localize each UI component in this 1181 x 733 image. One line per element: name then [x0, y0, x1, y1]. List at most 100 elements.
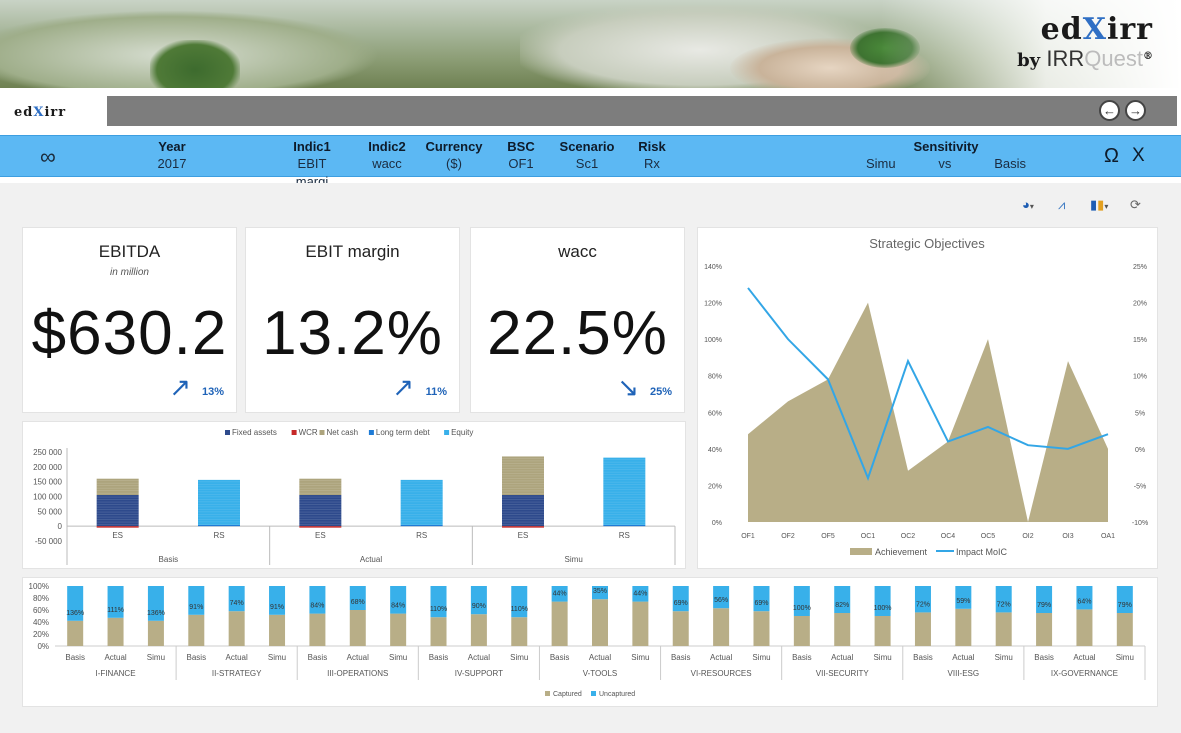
- filter-currency[interactable]: Currency ($): [422, 139, 486, 173]
- captured-bar: [511, 617, 528, 646]
- group-label: VIII-ESG: [948, 669, 980, 678]
- y-left-tick-label: 80%: [708, 374, 722, 381]
- kpi-card-ebitda: EBITDA in million $630.2 ↗ 13%: [22, 227, 237, 413]
- arrow-left-circle-icon[interactable]: ←: [1099, 100, 1120, 121]
- legend-swatch: [319, 430, 325, 435]
- bar-data-label: 136%: [66, 610, 84, 617]
- filter-scenario-value: Sc1: [575, 156, 599, 171]
- bar-data-label: 84%: [310, 603, 324, 610]
- filter-indic2[interactable]: Indic2 wacc: [362, 139, 412, 173]
- trend-down-icon: ↘: [617, 372, 639, 402]
- legend-swatch: [225, 430, 230, 435]
- x-tick-label: Actual: [710, 653, 732, 662]
- y-tick-label: 20%: [33, 630, 49, 639]
- omega-icon[interactable]: Ω: [1104, 145, 1119, 167]
- bar-data-label: 79%: [1118, 602, 1132, 609]
- x-tick-label: Basis: [429, 653, 449, 662]
- bar-data-label: 74%: [230, 600, 244, 607]
- filter-risk-value: Rx: [644, 156, 660, 171]
- arrow-right-circle-icon[interactable]: →: [1125, 100, 1146, 121]
- uncaptured-bar: [632, 586, 649, 602]
- uncaptured-bar: [470, 586, 487, 615]
- uncaptured-bar: [188, 586, 205, 615]
- bar-data-label: 69%: [754, 600, 768, 607]
- x-tick-label: Basis: [671, 653, 691, 662]
- sensitivity-a: Simu: [866, 156, 896, 171]
- kpi-subtitle: in million: [110, 267, 149, 278]
- filter-bsc[interactable]: BSC OF1: [503, 139, 539, 173]
- legend-swatch-captured: [545, 691, 550, 696]
- uncaptured-bar: [592, 586, 608, 600]
- bar-data-label: 35%: [593, 588, 607, 595]
- bar-data-label: 72%: [997, 601, 1011, 608]
- captured-bar: [1116, 613, 1133, 646]
- kpi-trend: 11%: [425, 386, 447, 398]
- captured-bar: [753, 611, 770, 646]
- bar-segment: [603, 524, 646, 527]
- captured-bar: [430, 617, 447, 646]
- strategic-objectives-card: Strategic Objectives 140% 120% 100% 80% 60% 40…: [697, 227, 1158, 569]
- bar-data-label: 110%: [430, 606, 447, 613]
- group-label: VII-SECURITY: [816, 669, 870, 678]
- y-tick-label: 100 000: [33, 493, 62, 502]
- brand-name-post: irr: [1106, 12, 1153, 47]
- uncaptured-bar: [1036, 586, 1053, 613]
- legend-label: Fixed assets: [232, 428, 277, 437]
- y-tick-label: 80%: [33, 594, 49, 603]
- close-icon[interactable]: X: [1132, 145, 1145, 166]
- uncaptured-bar: [672, 586, 689, 612]
- filter-scenario[interactable]: Scenario Sc1: [555, 139, 619, 173]
- group-label: III-OPERATIONS: [327, 669, 388, 678]
- app-logo-pre: ed: [14, 105, 34, 120]
- title-band: [107, 96, 1177, 126]
- app-logo[interactable]: edXirr: [14, 105, 66, 120]
- filter-risk-label: Risk: [638, 139, 666, 154]
- x-tick-label: OC5: [981, 533, 996, 540]
- bar-data-label: 56%: [714, 597, 728, 604]
- infinity-icon[interactable]: ∞: [40, 144, 56, 169]
- bar-segment: [96, 495, 139, 527]
- filter-scenario-label: Scenario: [559, 139, 615, 154]
- line-chart-icon[interactable]: ⩘: [1058, 197, 1066, 212]
- y-left-tick-label: 20%: [708, 483, 722, 490]
- uncaptured-bar: [147, 586, 164, 621]
- x-tick-label: RS: [619, 531, 630, 540]
- filter-year[interactable]: Year 2017: [150, 139, 194, 173]
- x-tick-label: Basis: [550, 653, 570, 662]
- bar-data-label: 91%: [270, 604, 284, 611]
- kpi-title: EBIT margin: [305, 242, 400, 261]
- kpi-trend: 25%: [649, 386, 672, 398]
- filter-currency-label: Currency: [425, 139, 483, 154]
- pie-chart-icon[interactable]: ◕▾: [1022, 197, 1034, 212]
- bar-chart-icon[interactable]: ▮▮▾: [1090, 197, 1109, 212]
- filter-risk[interactable]: Risk Rx: [634, 139, 670, 173]
- group-label: Basis: [159, 555, 179, 564]
- filter-sensitivity[interactable]: Sensitivity Simu vs Basis: [866, 139, 1026, 173]
- y-tick-label: 0%: [37, 642, 49, 651]
- uncaptured-bar: [228, 586, 245, 612]
- filter-year-label: Year: [158, 139, 186, 154]
- header-banner: edXirr by IRRQuest®: [0, 0, 1181, 88]
- bar-segment: [502, 456, 544, 496]
- uncaptured-bar: [874, 586, 891, 616]
- trend-up-icon: ↗: [392, 372, 414, 402]
- x-tick-label: Actual: [226, 653, 248, 662]
- legend-label: Captured: [553, 691, 582, 698]
- banner-plant-left: [150, 40, 240, 88]
- legend-label: Impact MoIC: [956, 547, 1008, 557]
- bar-segment: [198, 524, 240, 527]
- uncaptured-bar: [107, 586, 124, 618]
- uncaptured-bar: [834, 586, 851, 613]
- brand-name-x: X: [1082, 12, 1107, 47]
- captured-bar: [1036, 613, 1053, 646]
- bar-data-label: 44%: [633, 591, 647, 598]
- captured-bar: [1076, 609, 1093, 646]
- legend-label: Equity: [451, 428, 473, 437]
- y-tick-label: 150 000: [33, 478, 62, 487]
- refresh-icon[interactable]: ⟳: [1130, 197, 1141, 212]
- x-tick-label: OF1: [741, 533, 755, 540]
- uncaptured-bar: [390, 586, 407, 614]
- captured-bar: [955, 608, 972, 646]
- legend-swatch: [291, 430, 297, 435]
